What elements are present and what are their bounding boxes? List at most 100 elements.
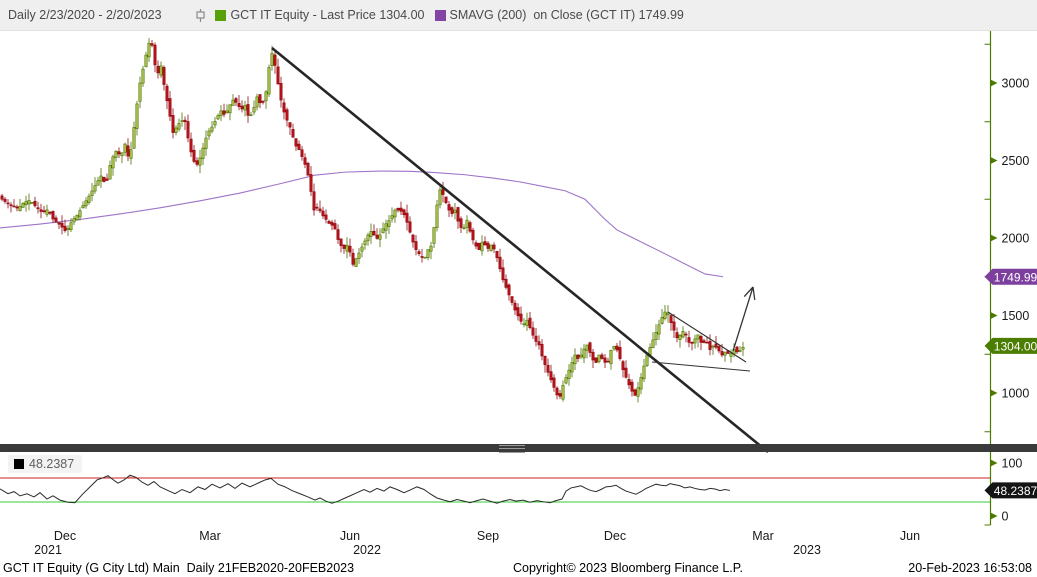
series1-color-swatch xyxy=(215,9,227,21)
candle-body xyxy=(114,150,118,158)
candle-body xyxy=(567,369,571,380)
candle-body xyxy=(345,244,349,252)
candle-body xyxy=(9,204,13,207)
candle-body xyxy=(690,342,694,344)
candle-body xyxy=(54,217,58,223)
indicator-value: 48.2387 xyxy=(29,457,75,471)
candle-body xyxy=(477,242,481,250)
candle-body xyxy=(735,346,739,353)
price-axis-tick-label: 3000 xyxy=(1002,77,1030,91)
breakout-arrow-head xyxy=(743,286,754,298)
legend-series2[interactable]: SMAVG (200) on Close (GCT IT) 1749.99 xyxy=(449,8,684,22)
x-axis-month-label: Mar xyxy=(199,529,221,543)
candle-body xyxy=(375,234,379,239)
candle-body xyxy=(180,120,184,122)
candle-body xyxy=(6,202,10,205)
candle-body xyxy=(339,238,343,246)
candle-body xyxy=(426,249,430,258)
candle-body xyxy=(579,354,583,358)
x-axis-year-label: 2021 xyxy=(34,543,62,557)
legend-series1[interactable]: GCT IT Equity - Last Price 1304.00 xyxy=(230,8,425,22)
candle-body xyxy=(249,114,253,117)
candle-body xyxy=(429,245,433,252)
candle-body xyxy=(501,267,505,281)
axis-price-tag: 48.2387 xyxy=(984,482,1037,499)
candle-body xyxy=(675,332,679,339)
candle-body xyxy=(384,223,388,231)
candle-body xyxy=(714,343,718,348)
candle-body xyxy=(663,311,667,319)
candle-body xyxy=(264,91,268,102)
candle-body xyxy=(408,221,412,233)
candle-body xyxy=(33,200,37,207)
candle-body xyxy=(366,234,370,242)
candle-body xyxy=(150,43,154,46)
price-axis-tick-label: 1000 xyxy=(1002,387,1030,401)
candle-body xyxy=(492,244,496,250)
rsi-axis-tick-label: 0 xyxy=(1002,510,1009,524)
x-axis-year-label: 2023 xyxy=(793,543,821,557)
candle-body xyxy=(60,222,64,228)
candle-body xyxy=(204,137,208,149)
candle-body xyxy=(642,365,646,380)
candle-body xyxy=(252,107,256,113)
price-axis-tick-label: 1500 xyxy=(1002,309,1030,323)
candle-body xyxy=(519,313,523,322)
candle-body xyxy=(171,115,175,133)
candle-body xyxy=(618,347,622,360)
candle-body xyxy=(510,296,514,303)
series2-color-swatch xyxy=(434,9,446,21)
rsi-overbought-fill xyxy=(0,475,730,478)
candle-body xyxy=(288,122,292,128)
indicator-legend[interactable]: 48.2387 xyxy=(8,455,83,473)
candle-body xyxy=(609,350,613,365)
candle-body xyxy=(324,214,328,220)
candle-body xyxy=(99,175,103,182)
candle-body xyxy=(576,354,580,359)
candle-body xyxy=(279,82,283,101)
candle-body xyxy=(237,103,241,107)
candle-body xyxy=(225,110,229,114)
candle-body xyxy=(117,151,121,155)
candle-body xyxy=(66,227,70,231)
candle-body xyxy=(654,332,658,341)
candle-body xyxy=(87,195,91,203)
candle-body xyxy=(612,346,616,350)
candle-body xyxy=(336,229,340,240)
candle-body xyxy=(120,152,124,157)
candle-body xyxy=(474,242,478,247)
candle-body xyxy=(444,196,448,204)
candle-body xyxy=(540,343,544,357)
indicator-color-swatch xyxy=(14,459,24,469)
candle-body xyxy=(363,240,367,246)
candle-body xyxy=(138,82,142,102)
candle-body xyxy=(414,241,418,250)
candle-body xyxy=(351,252,355,265)
candle-body xyxy=(630,381,634,392)
candle-body xyxy=(603,357,607,363)
axis-price-tag: 1749.99 xyxy=(984,268,1037,285)
candles-layer xyxy=(0,38,745,403)
price-tag-shape xyxy=(984,268,1037,285)
candle-body xyxy=(147,42,151,58)
separator-drag-grip[interactable] xyxy=(499,445,525,453)
status-bar: GCT IT Equity (G City Ltd) Main Daily 21… xyxy=(0,559,1037,577)
candle-body xyxy=(387,220,391,227)
candle-body xyxy=(177,123,181,130)
candle-body xyxy=(357,252,361,259)
price-axis-tick-label: 2500 xyxy=(1002,154,1030,168)
candle-body xyxy=(342,244,346,249)
candle-body xyxy=(12,205,16,208)
candle-body xyxy=(213,121,217,126)
breakout-arrow-head xyxy=(752,286,756,300)
candle-body xyxy=(165,85,169,102)
candle-body xyxy=(348,245,352,253)
price-axis-tick xyxy=(990,79,998,87)
candle-body xyxy=(468,222,472,232)
candle-body xyxy=(432,227,436,244)
candle-body xyxy=(243,105,247,111)
candle-body xyxy=(729,353,733,357)
candle-body xyxy=(327,220,331,224)
candle-body xyxy=(450,207,454,214)
